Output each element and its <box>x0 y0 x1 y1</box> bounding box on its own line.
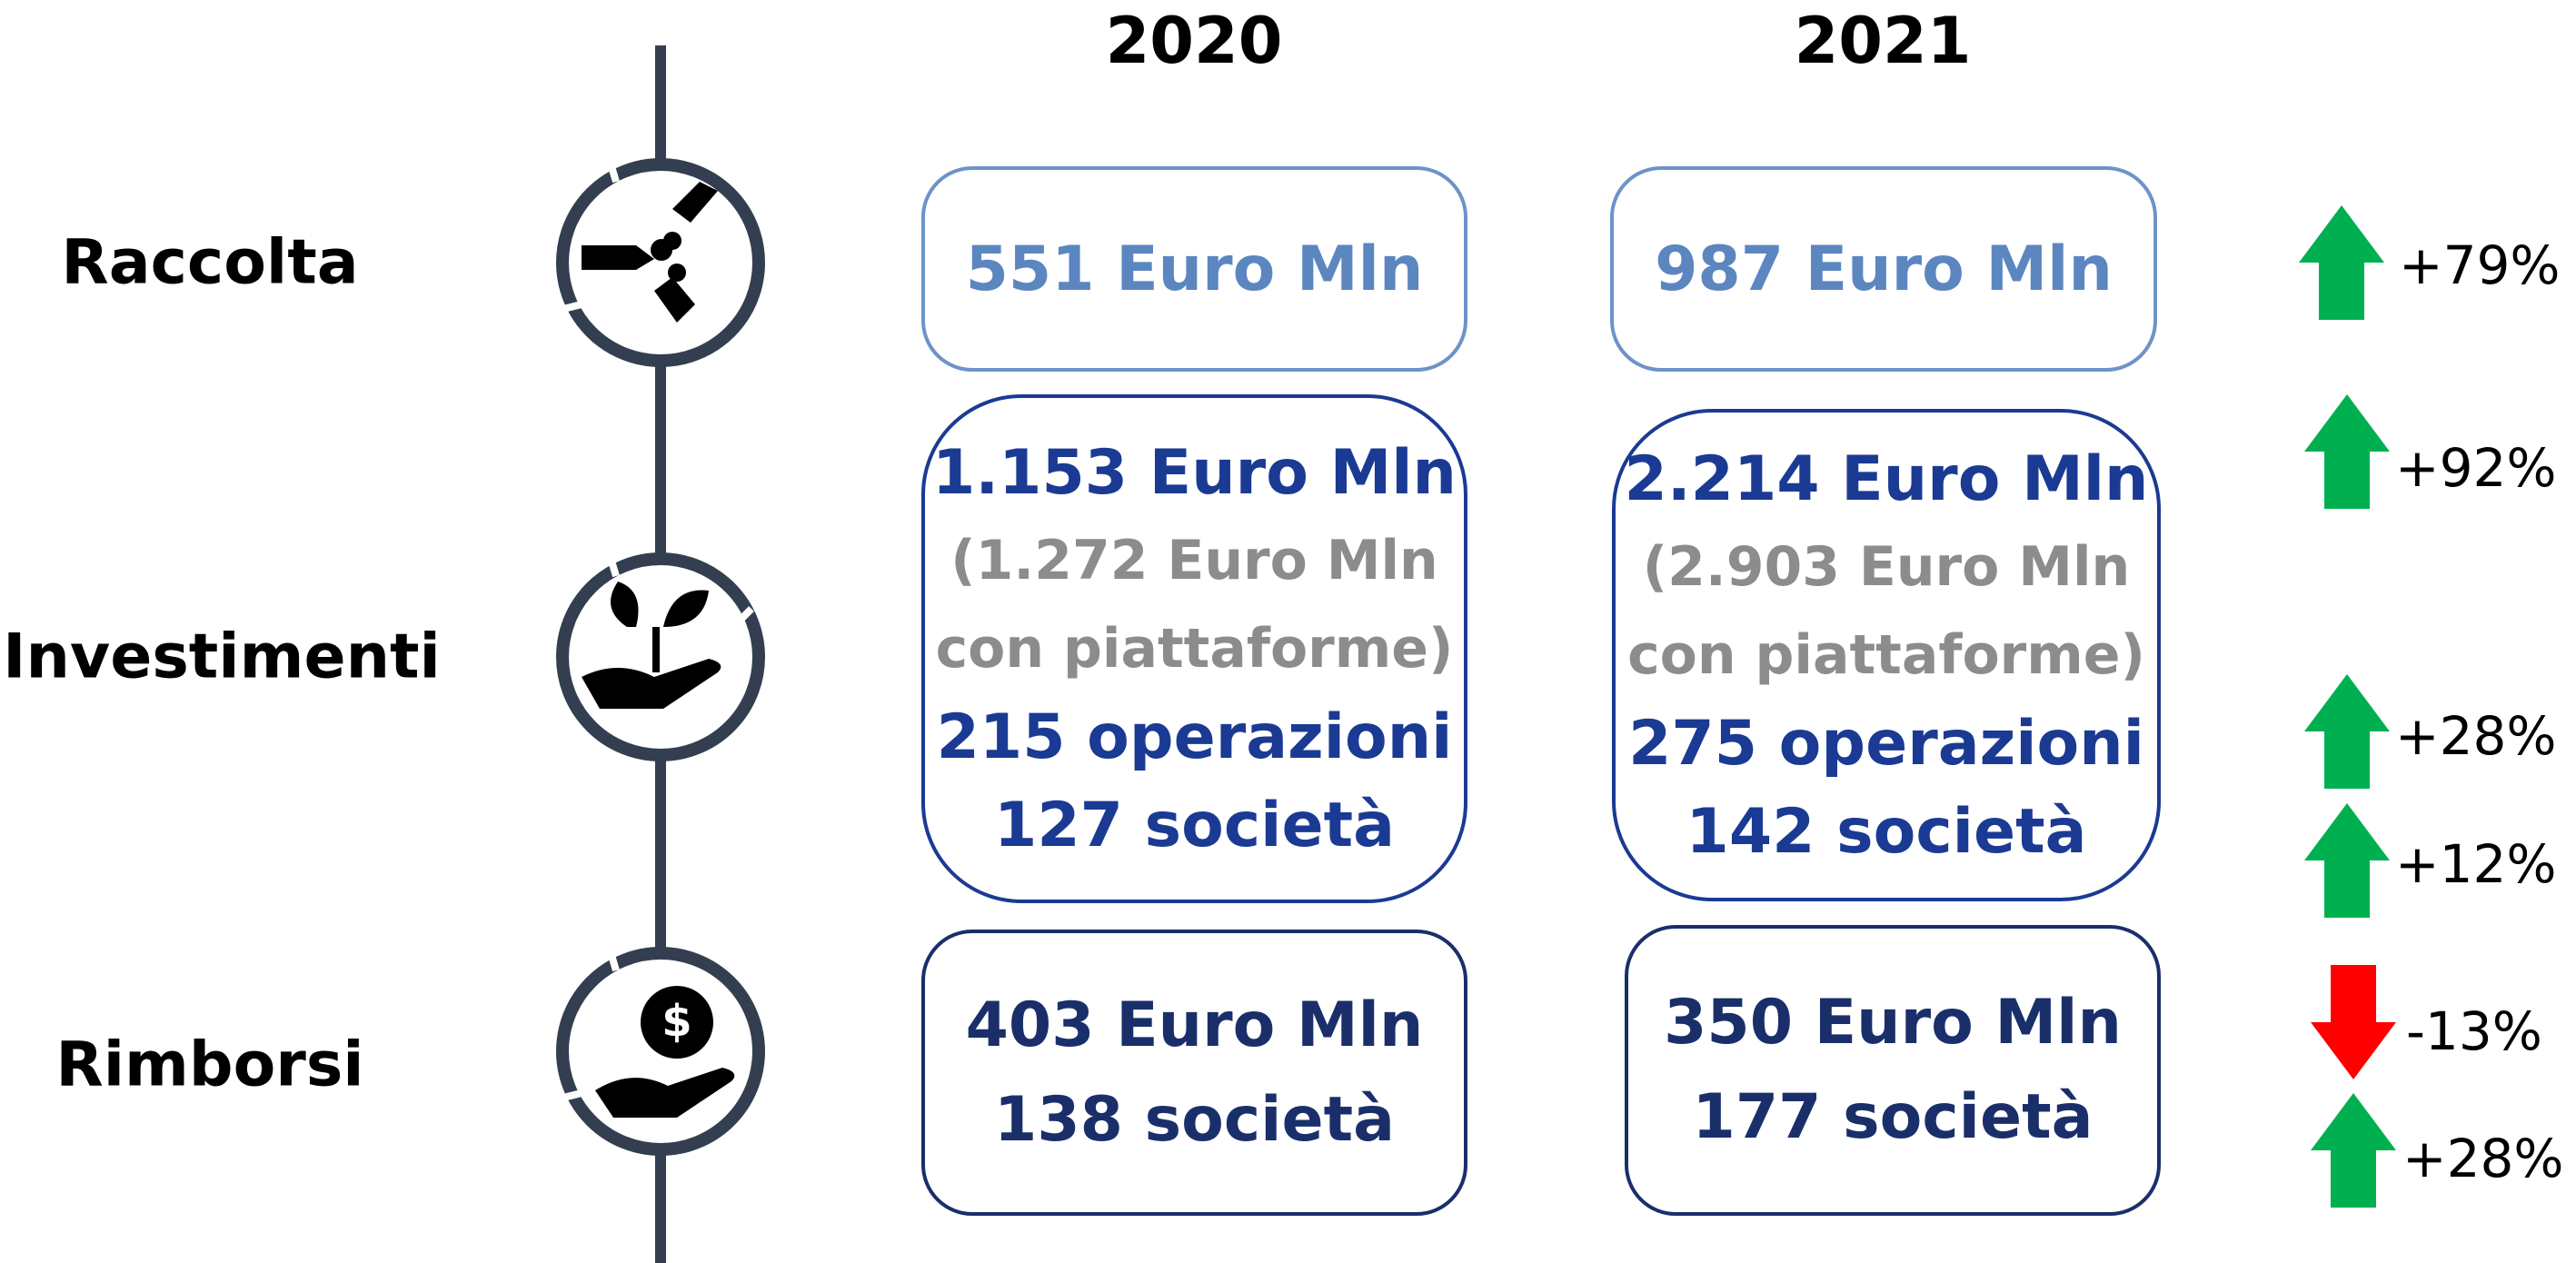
year: 2020 <box>1105 4 1283 78</box>
year: 2021 <box>1794 4 1972 78</box>
change: +12% <box>2395 833 2557 895</box>
amount: 2.214 Euro Mln <box>1624 443 2149 515</box>
platform: (2.903 Euro Mln <box>1642 534 2131 599</box>
platform: con piattaforme) <box>1627 622 2145 687</box>
cell: 403 Euro Mln 138 società <box>921 930 1467 1216</box>
companies: 127 società <box>994 789 1395 861</box>
amount: 987 Euro Mln <box>1655 233 2113 305</box>
cell: 1.153 Euro Mln (1.272 Euro Mln con piatt… <box>921 394 1467 903</box>
platform: (1.272 Euro Mln <box>950 528 1438 592</box>
icon-investimenti <box>582 582 721 709</box>
icon-raccolta <box>582 182 718 323</box>
arrows-up <box>2299 205 2396 1208</box>
cell: 987 Euro Mln <box>1610 166 2157 372</box>
arrow-down <box>2311 965 2396 1079</box>
amount: 1.153 Euro Mln <box>932 436 1457 509</box>
row-label: Investimenti <box>3 621 441 693</box>
companies: 177 società <box>1692 1081 2094 1153</box>
companies: 142 società <box>1686 795 2087 868</box>
change: +28% <box>2402 1128 2564 1189</box>
companies: 138 società <box>994 1083 1395 1156</box>
change: +79% <box>2399 234 2561 296</box>
row-label: Rimborsi <box>55 1029 364 1101</box>
amount: 350 Euro Mln <box>1664 987 2122 1059</box>
cell: 350 Euro Mln 177 società <box>1625 925 2161 1216</box>
cell: 2.214 Euro Mln (2.903 Euro Mln con piatt… <box>1612 409 2161 901</box>
icon-rimborsi: $ <box>595 986 735 1118</box>
operations: 275 operazioni <box>1628 707 2144 780</box>
row-label: Raccolta <box>61 226 359 299</box>
change: +92% <box>2395 437 2557 499</box>
amount: 551 Euro Mln <box>965 233 1424 305</box>
ring-gaps <box>562 162 754 1101</box>
cell: 551 Euro Mln <box>921 166 1467 372</box>
operations: 215 operazioni <box>936 701 1453 773</box>
svg-text:$: $ <box>661 996 691 1047</box>
change: +28% <box>2395 705 2557 767</box>
platform: con piattaforme) <box>935 616 1454 681</box>
change: -13% <box>2406 1000 2542 1062</box>
amount: 403 Euro Mln <box>965 989 1424 1061</box>
